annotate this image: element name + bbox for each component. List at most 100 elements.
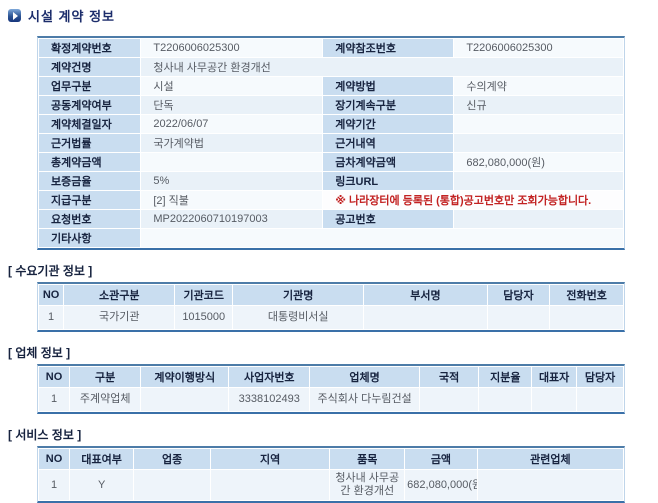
table-row: 기타사항 <box>37 228 624 248</box>
value-contract-method: 수의계약 <box>453 76 624 96</box>
company-col-manager: 담당자 <box>576 366 624 388</box>
section-title-demand: [ 수요기관 정보 ] <box>8 264 93 278</box>
company-col-fulfillment: 계약이행방식 <box>140 366 230 388</box>
demand-cell-manager <box>486 305 551 330</box>
demand-cell-no: 1 <box>37 305 65 330</box>
table-header-row: NO 소관구분 기관코드 기관명 부서명 담당자 전화번호 <box>37 284 624 306</box>
value-basis-detail <box>453 133 624 153</box>
table-row: 보증금율 5% 링크URL <box>37 171 624 191</box>
table-row: 요청번호 MP2022060710197003 공고번호 <box>37 209 624 229</box>
table-row: 계약건명 청사내 사무공간 환경개선 <box>37 57 624 77</box>
demand-col-dept: 부서명 <box>363 284 488 306</box>
label-request-no: 요청번호 <box>37 209 142 229</box>
label-contract-date: 계약체결일자 <box>37 114 142 134</box>
demand-cell-org-name: 대통령비서실 <box>232 305 365 330</box>
company-cell-share <box>478 387 533 412</box>
page-header: 시설 계약 정보 <box>0 0 658 24</box>
label-longterm-type: 장기계속구분 <box>322 95 455 115</box>
value-etc <box>140 228 624 248</box>
label-contract-method: 계약방법 <box>322 76 455 96</box>
table-row: 공동계약여부 단독 장기계속구분 신규 <box>37 95 624 115</box>
company-cell-name: 주식회사 다누림건설 <box>309 387 420 412</box>
label-current-amount: 금차계약금액 <box>322 152 455 172</box>
demand-col-org-code: 기관코드 <box>174 284 234 306</box>
company-cell-fulfillment <box>140 387 230 412</box>
label-confirmed-contract-no: 확정계약번호 <box>37 38 142 58</box>
company-col-nationality: 국적 <box>418 366 480 388</box>
company-cell-no: 1 <box>38 387 70 412</box>
demand-cell-phone <box>549 305 624 330</box>
value-payment-type: [2] 직불 <box>140 190 324 210</box>
service-cell-no: 1 <box>38 469 70 501</box>
notice-text: ※ 나라장터에 등록된 (통합)공고번호만 조회가능합니다. <box>322 190 624 210</box>
label-announcement-no: 공고번호 <box>322 209 455 229</box>
service-cell-representative: Y <box>68 469 135 501</box>
table-header-row: NO 대표여부 업종 지역 품목 금액 관련업체 <box>38 448 625 470</box>
table-row: 1 Y 청사내 사무공간 환경개선 682,080,000(원) <box>38 469 625 501</box>
company-cell-manager <box>576 387 624 412</box>
value-contract-ref-no: T2206006025300 <box>453 38 624 58</box>
label-contract-period: 계약기간 <box>322 114 455 134</box>
table-row: 1 국가기관 1015000 대통령비서실 <box>37 305 624 330</box>
label-guarantee-rate: 보증금율 <box>37 171 142 191</box>
table-row: 1 주계약업체 3338102493 주식회사 다누림건설 <box>38 387 624 412</box>
value-guarantee-rate: 5% <box>140 171 324 191</box>
value-current-amount: 682,080,000(원) <box>453 152 624 172</box>
page-title: 시설 계약 정보 <box>28 9 115 24</box>
value-contract-name: 청사내 사무공간 환경개선 <box>140 57 624 77</box>
service-cell-related <box>476 469 625 501</box>
value-announcement-no <box>453 209 624 229</box>
value-contract-date: 2022/06/07 <box>140 114 324 134</box>
value-request-no: MP2022060710197003 <box>140 209 324 229</box>
company-cell-nationality <box>418 387 480 412</box>
play-bullet-icon <box>8 9 21 22</box>
service-col-region: 지역 <box>209 448 331 470</box>
value-contract-period <box>453 114 624 134</box>
company-cell-ceo <box>531 387 578 412</box>
service-col-amount: 금액 <box>404 448 478 470</box>
service-col-no: NO <box>38 448 70 470</box>
table-row: 지급구분 [2] 직불 ※ 나라장터에 등록된 (통합)공고번호만 조회가능합니… <box>37 190 624 210</box>
value-total-amount <box>140 152 324 172</box>
label-payment-type: 지급구분 <box>37 190 142 210</box>
table-row: 근거법률 국가계약법 근거내역 <box>37 133 624 153</box>
label-contract-ref-no: 계약참조번호 <box>322 38 455 58</box>
label-link-url: 링크URL <box>322 171 455 191</box>
label-legal-basis: 근거법률 <box>37 133 142 153</box>
company-col-no: NO <box>38 366 70 388</box>
service-cell-industry <box>133 469 211 501</box>
label-contract-name: 계약건명 <box>37 57 142 77</box>
service-col-representative: 대표여부 <box>68 448 135 470</box>
company-info-table: NO 구분 계약이행방식 사업자번호 업체명 국적 지분율 대표자 담당자 1 … <box>37 364 625 414</box>
play-triangle-icon <box>12 11 18 20</box>
demand-col-org-name: 기관명 <box>232 284 365 306</box>
demand-cell-org-code: 1015000 <box>174 305 234 330</box>
company-col-name: 업체명 <box>309 366 420 388</box>
service-cell-item: 청사내 사무공간 환경개선 <box>329 469 406 501</box>
value-business-type: 시설 <box>140 76 324 96</box>
value-confirmed-contract-no: T2206006025300 <box>140 38 324 58</box>
demand-col-jurisdiction: 소관구분 <box>63 284 176 306</box>
demand-col-manager: 담당자 <box>486 284 551 306</box>
contract-detail-table: 확정계약번호 T2206006025300 계약참조번호 T2206006025… <box>37 36 625 250</box>
value-legal-basis: 국가계약법 <box>140 133 324 153</box>
label-etc: 기타사항 <box>37 228 142 248</box>
table-header-row: NO 구분 계약이행방식 사업자번호 업체명 국적 지분율 대표자 담당자 <box>38 366 624 388</box>
service-col-related: 관련업체 <box>476 448 625 470</box>
label-basis-detail: 근거내역 <box>322 133 455 153</box>
label-total-amount: 총계약금액 <box>37 152 142 172</box>
value-longterm-type: 신규 <box>453 95 624 115</box>
company-cell-biz-no: 3338102493 <box>228 387 311 412</box>
company-col-type: 구분 <box>68 366 142 388</box>
company-cell-type: 주계약업체 <box>68 387 142 412</box>
demand-info-table: NO 소관구분 기관코드 기관명 부서명 담당자 전화번호 1 국가기관 101… <box>37 282 625 332</box>
table-row: 업무구분 시설 계약방법 수의계약 <box>37 76 624 96</box>
service-col-industry: 업종 <box>133 448 211 470</box>
company-col-share: 지분율 <box>478 366 533 388</box>
section-title-service: [ 서비스 정보 ] <box>8 428 82 442</box>
company-col-biz-no: 사업자번호 <box>228 366 311 388</box>
demand-col-no: NO <box>37 284 65 306</box>
table-row: 총계약금액 금차계약금액 682,080,000(원) <box>37 152 624 172</box>
label-joint-contract: 공동계약여부 <box>37 95 142 115</box>
